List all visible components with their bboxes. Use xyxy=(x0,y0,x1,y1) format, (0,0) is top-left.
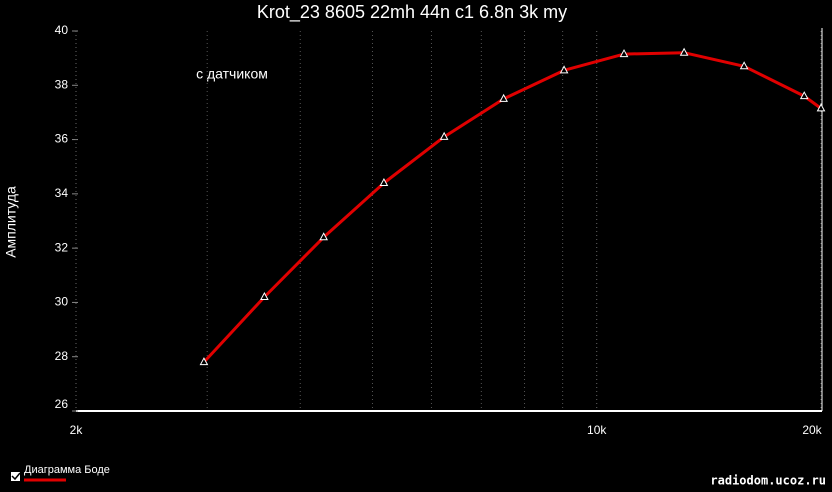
watermark: radiodom.ucoz.ru xyxy=(710,474,826,488)
data-marker xyxy=(559,65,569,74)
data-marker xyxy=(619,49,629,58)
y-axis-label: Амплитуда xyxy=(3,186,19,258)
x-tick-label: 2k xyxy=(70,423,84,437)
data-marker xyxy=(739,61,749,70)
data-marker xyxy=(439,131,449,140)
data-marker xyxy=(816,103,826,112)
y-tick-label: 32 xyxy=(55,240,69,254)
x-tick-label: 10k xyxy=(587,423,607,437)
data-marker xyxy=(199,357,209,366)
data-marker xyxy=(260,291,269,300)
data-marker xyxy=(499,93,508,102)
legend-label: Диаграмма Боде xyxy=(24,464,110,476)
y-tick-label: 36 xyxy=(55,132,69,146)
y-tick-label: 40 xyxy=(55,23,69,37)
legend-checkbox[interactable] xyxy=(11,472,20,481)
data-marker xyxy=(679,47,689,56)
data-marker xyxy=(319,232,329,241)
data-line xyxy=(202,51,822,364)
x-tick-label: 20k xyxy=(802,423,822,437)
y-tick-label: 38 xyxy=(55,77,69,91)
annotation: с датчиком xyxy=(196,66,268,82)
y-tick-label: 34 xyxy=(55,186,69,200)
y-tick-label: 30 xyxy=(55,295,69,309)
y-tick-label: 26 xyxy=(55,397,69,411)
y-tick-label: 28 xyxy=(55,349,69,363)
check-mark xyxy=(11,472,21,481)
data-marker xyxy=(799,91,809,100)
chart-title: Krot_23 8605 22mh 44n c1 6.8n 3k my xyxy=(257,2,567,23)
data-marker xyxy=(379,177,389,186)
